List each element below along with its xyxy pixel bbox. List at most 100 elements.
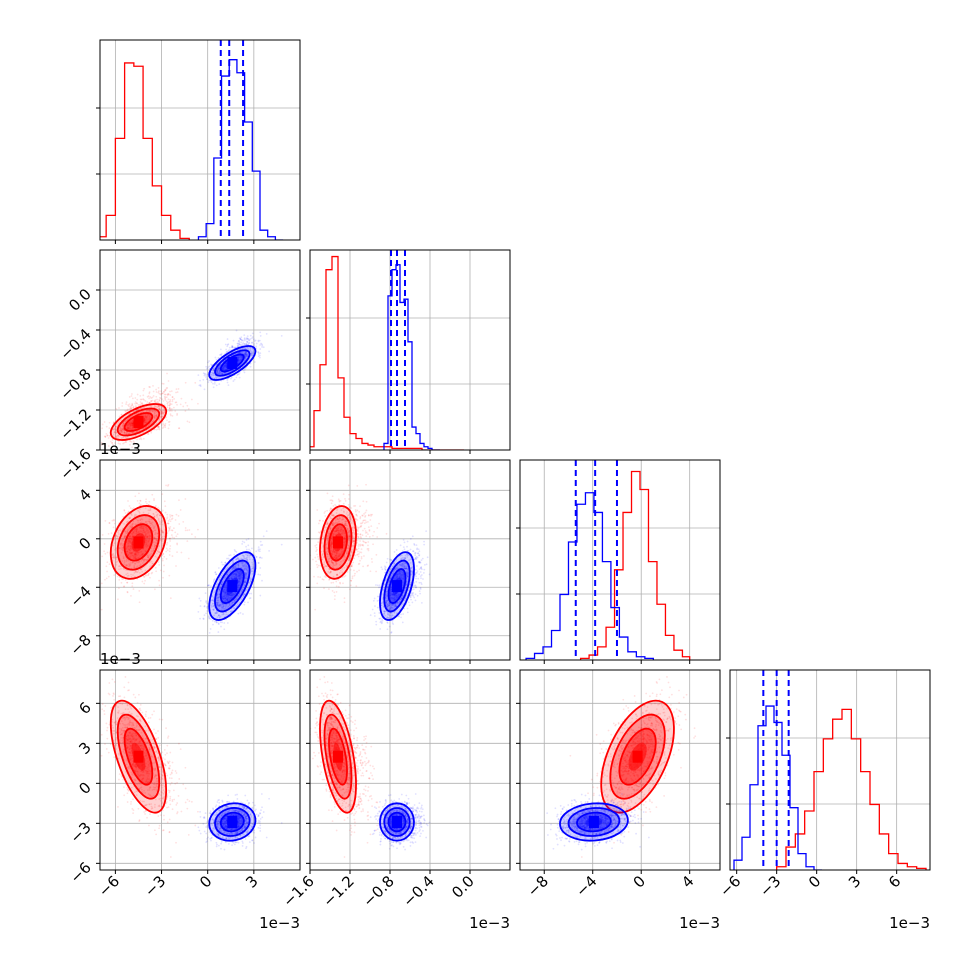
scatter-point <box>251 347 254 350</box>
scatter-point <box>130 551 133 554</box>
scatter-point <box>171 398 174 401</box>
scatter-point <box>260 557 263 559</box>
scatter-point <box>219 372 222 375</box>
scatter-point <box>171 400 174 403</box>
scatter-point <box>118 547 121 549</box>
scatter-point <box>148 397 151 400</box>
scatter-point <box>212 374 215 377</box>
scatter-point <box>122 542 125 545</box>
scatter-point <box>153 515 156 518</box>
scatter-point <box>130 422 133 425</box>
scatter-point <box>143 406 145 409</box>
scatter-point <box>217 631 220 633</box>
scatter-point <box>145 415 148 418</box>
scatter-point <box>367 520 369 523</box>
scatter-point <box>176 414 178 416</box>
scatter-point <box>217 367 220 370</box>
scatter-point <box>134 562 136 565</box>
scatter-point <box>145 539 148 542</box>
scatter-point <box>129 540 132 543</box>
scatter-point <box>145 416 148 419</box>
scatter-point <box>229 377 232 380</box>
scatter-point <box>357 550 359 553</box>
scatter-point <box>144 545 147 548</box>
scatter-point <box>137 553 140 556</box>
scatter-point <box>203 388 206 391</box>
scatter-point <box>155 388 158 391</box>
scatter-point <box>147 395 150 397</box>
scatter-point <box>117 442 120 445</box>
scatter-point <box>257 562 260 564</box>
scatter-point <box>144 569 147 572</box>
scatter-point <box>131 538 134 541</box>
scatter-point <box>169 409 172 411</box>
scatter-point <box>100 582 103 585</box>
scatter-point <box>178 427 181 430</box>
scatter-point <box>184 527 187 529</box>
scatter-point <box>134 513 137 516</box>
scatter-point <box>128 422 130 424</box>
scatter-point <box>119 567 122 570</box>
scatter-point <box>120 581 123 584</box>
scatter-point <box>122 515 125 518</box>
scatter-point <box>315 560 317 563</box>
scatter-point <box>104 435 106 438</box>
scatter-point <box>134 553 137 556</box>
scatter-point <box>163 500 166 503</box>
scatter-point <box>235 329 238 332</box>
scatter-point <box>126 432 129 435</box>
scatter-point <box>152 512 155 515</box>
scatter-point <box>245 343 247 345</box>
scatter-point <box>121 560 124 562</box>
scatter-point <box>237 360 240 362</box>
scatter-point <box>127 510 130 513</box>
scatter-point <box>129 547 132 549</box>
scatter-point <box>120 413 123 416</box>
scatter-point <box>190 533 193 536</box>
scatter-point <box>149 524 152 527</box>
scatter-point <box>240 356 243 359</box>
scatter-point <box>139 499 142 502</box>
scatter-point <box>124 535 127 538</box>
scatter-point <box>136 393 139 396</box>
scatter-point <box>187 557 190 560</box>
panel-content <box>100 40 300 240</box>
scatter-point <box>364 515 366 518</box>
scatter-point <box>137 519 140 522</box>
scatter-point <box>127 426 129 429</box>
scatter-point <box>216 369 219 372</box>
scatter-point <box>221 372 224 375</box>
scatter-point <box>147 512 150 515</box>
scatter-point <box>130 431 133 434</box>
scatter-point <box>146 418 148 421</box>
scatter-point <box>105 425 108 428</box>
scatter-point <box>237 340 240 343</box>
scatter-point <box>123 509 126 511</box>
scatter-point <box>186 404 189 407</box>
scatter-point <box>261 346 263 348</box>
scatter-point <box>260 342 262 345</box>
scatter-point <box>136 402 138 405</box>
histogram-red <box>100 62 190 240</box>
scatter-point <box>147 573 150 576</box>
scatter-point <box>241 343 244 346</box>
scatter-point <box>142 529 145 532</box>
scatter-point <box>207 584 210 587</box>
density-peak <box>133 536 144 549</box>
scatter-point <box>162 422 164 425</box>
scatter-point <box>158 406 161 408</box>
scatter-point <box>127 432 130 435</box>
scatter-point <box>154 405 157 408</box>
scatter-point <box>114 425 117 428</box>
scatter-point <box>218 369 221 372</box>
scatter-point <box>113 542 116 545</box>
scatter-point <box>118 435 120 437</box>
scatter-point <box>166 517 168 520</box>
scatter-point <box>178 427 180 430</box>
scatter-point <box>131 420 134 423</box>
scatter-point <box>243 368 246 371</box>
scatter-point <box>118 578 121 581</box>
scatter-point <box>316 582 319 585</box>
scatter-point <box>224 364 227 367</box>
scatter-point <box>343 601 346 604</box>
